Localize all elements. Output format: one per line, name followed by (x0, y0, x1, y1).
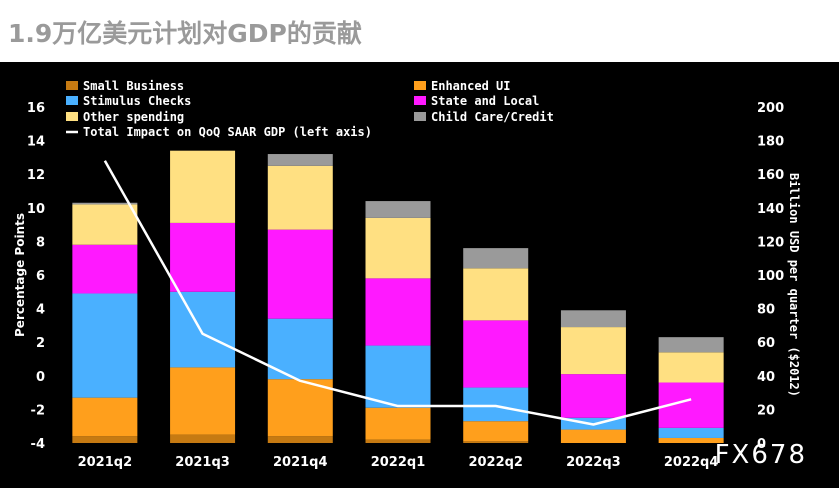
watermark: FX678 (714, 440, 807, 470)
legend-label: Stimulus Checks (83, 94, 191, 108)
x-tick-label: 2022q3 (566, 455, 621, 470)
legend-label: Child Care/Credit (431, 110, 554, 124)
bar-other-spending-2021q3 (170, 150, 236, 223)
y2-tick-label: 0 (757, 437, 766, 452)
y-tick-label: 8 (36, 235, 45, 250)
x-tick-label: 2021q2 (78, 455, 133, 470)
bar-other-spending-2022q3 (560, 327, 626, 375)
y2-tick-label: 100 (757, 269, 784, 284)
bar-small-business-2021q4 (267, 436, 333, 443)
x-tick-label: 2022q1 (371, 455, 426, 470)
y-tick-label: -4 (31, 437, 45, 452)
y-tick-label: -2 (31, 403, 45, 418)
legend-swatch-enhanced-ui (414, 81, 426, 90)
bar-enhanced-ui-2021q4 (267, 379, 333, 437)
bar-enhanced-ui-2022q2 (463, 421, 529, 442)
y2-axis-label: Billion USD per quarter ($2012) (787, 173, 801, 397)
y2-tick-label: 180 (757, 135, 784, 150)
y-axis-label: Percentage Points (13, 213, 27, 337)
y2-tick-label: 120 (757, 235, 784, 250)
legend-swatch-stimulus-checks (66, 96, 78, 105)
y2-tick-label: 60 (757, 336, 775, 351)
x-tick-label: 2022q2 (468, 455, 523, 470)
y2-tick-label: 200 (757, 101, 784, 116)
y-tick-label: 12 (27, 168, 45, 183)
legend-swatch-state-and-local (414, 96, 426, 105)
legend-label: Other spending (83, 110, 184, 124)
bar-child-care-credit-2022q4 (658, 337, 724, 353)
x-tick-label: 2022q4 (664, 455, 719, 470)
legend-swatch-child-care-credit (414, 112, 426, 121)
x-tick-label: 2021q4 (273, 455, 328, 470)
bar-state-and-local-2021q3 (170, 222, 236, 292)
y-tick-label: 14 (27, 135, 45, 150)
bar-state-and-local-2021q4 (267, 229, 333, 319)
legend-label: Enhanced UI (431, 79, 510, 93)
bar-enhanced-ui-2021q3 (170, 367, 236, 435)
bar-state-and-local-2022q2 (463, 320, 529, 388)
bar-state-and-local-2022q3 (560, 374, 626, 418)
bar-other-spending-2021q2 (72, 204, 138, 245)
legend-label: Small Business (83, 79, 184, 93)
bar-child-care-credit-2022q3 (560, 310, 626, 328)
y-tick-label: 4 (36, 303, 45, 318)
bar-state-and-local-2022q1 (365, 278, 431, 346)
bar-small-business-2022q2 (463, 441, 529, 443)
bar-other-spending-2021q4 (267, 165, 333, 230)
bar-child-care-credit-2021q4 (267, 154, 333, 166)
title-bar (0, 0, 839, 62)
bar-stimulus-checks-2022q4 (658, 427, 724, 438)
bar-enhanced-ui-2021q2 (72, 397, 138, 437)
legend-label: Total Impact on QoQ SAAR GDP (left axis) (83, 125, 372, 139)
y-tick-label: 10 (27, 202, 45, 217)
bar-child-care-credit-2022q2 (463, 248, 529, 269)
y2-tick-label: 140 (757, 202, 784, 217)
y-tick-label: 0 (36, 370, 45, 385)
bar-stimulus-checks-2022q2 (463, 387, 529, 422)
y2-tick-label: 80 (757, 303, 775, 318)
legend-label: State and Local (431, 94, 539, 108)
legend-swatch-other-spending (66, 112, 78, 121)
chart-title: 1.9万亿美元计划对GDP的贡献 (8, 19, 362, 48)
bar-enhanced-ui-2022q1 (365, 407, 431, 440)
y-tick-label: 2 (36, 336, 45, 351)
legend-swatch-small-business (66, 81, 78, 90)
bar-stimulus-checks-2021q2 (72, 293, 138, 398)
y2-tick-label: 40 (757, 370, 775, 385)
bar-stimulus-checks-2022q1 (365, 345, 431, 408)
bar-other-spending-2022q2 (463, 268, 529, 321)
bar-child-care-credit-2022q1 (365, 201, 431, 218)
bar-small-business-2021q2 (72, 436, 138, 443)
bar-small-business-2021q3 (170, 434, 236, 443)
bar-stimulus-checks-2021q3 (170, 291, 236, 368)
bar-enhanced-ui-2022q4 (658, 437, 724, 443)
y-tick-label: 6 (36, 269, 45, 284)
y2-tick-label: 20 (757, 403, 775, 418)
y2-tick-label: 160 (757, 168, 784, 183)
bar-child-care-credit-2021q2 (72, 202, 138, 205)
bar-enhanced-ui-2022q3 (560, 429, 626, 443)
x-tick-label: 2021q3 (175, 455, 230, 470)
y-tick-label: 16 (27, 101, 45, 116)
bar-state-and-local-2021q2 (72, 244, 138, 294)
bar-other-spending-2022q4 (658, 352, 724, 383)
bar-other-spending-2022q1 (365, 217, 431, 279)
bar-small-business-2022q1 (365, 439, 431, 443)
